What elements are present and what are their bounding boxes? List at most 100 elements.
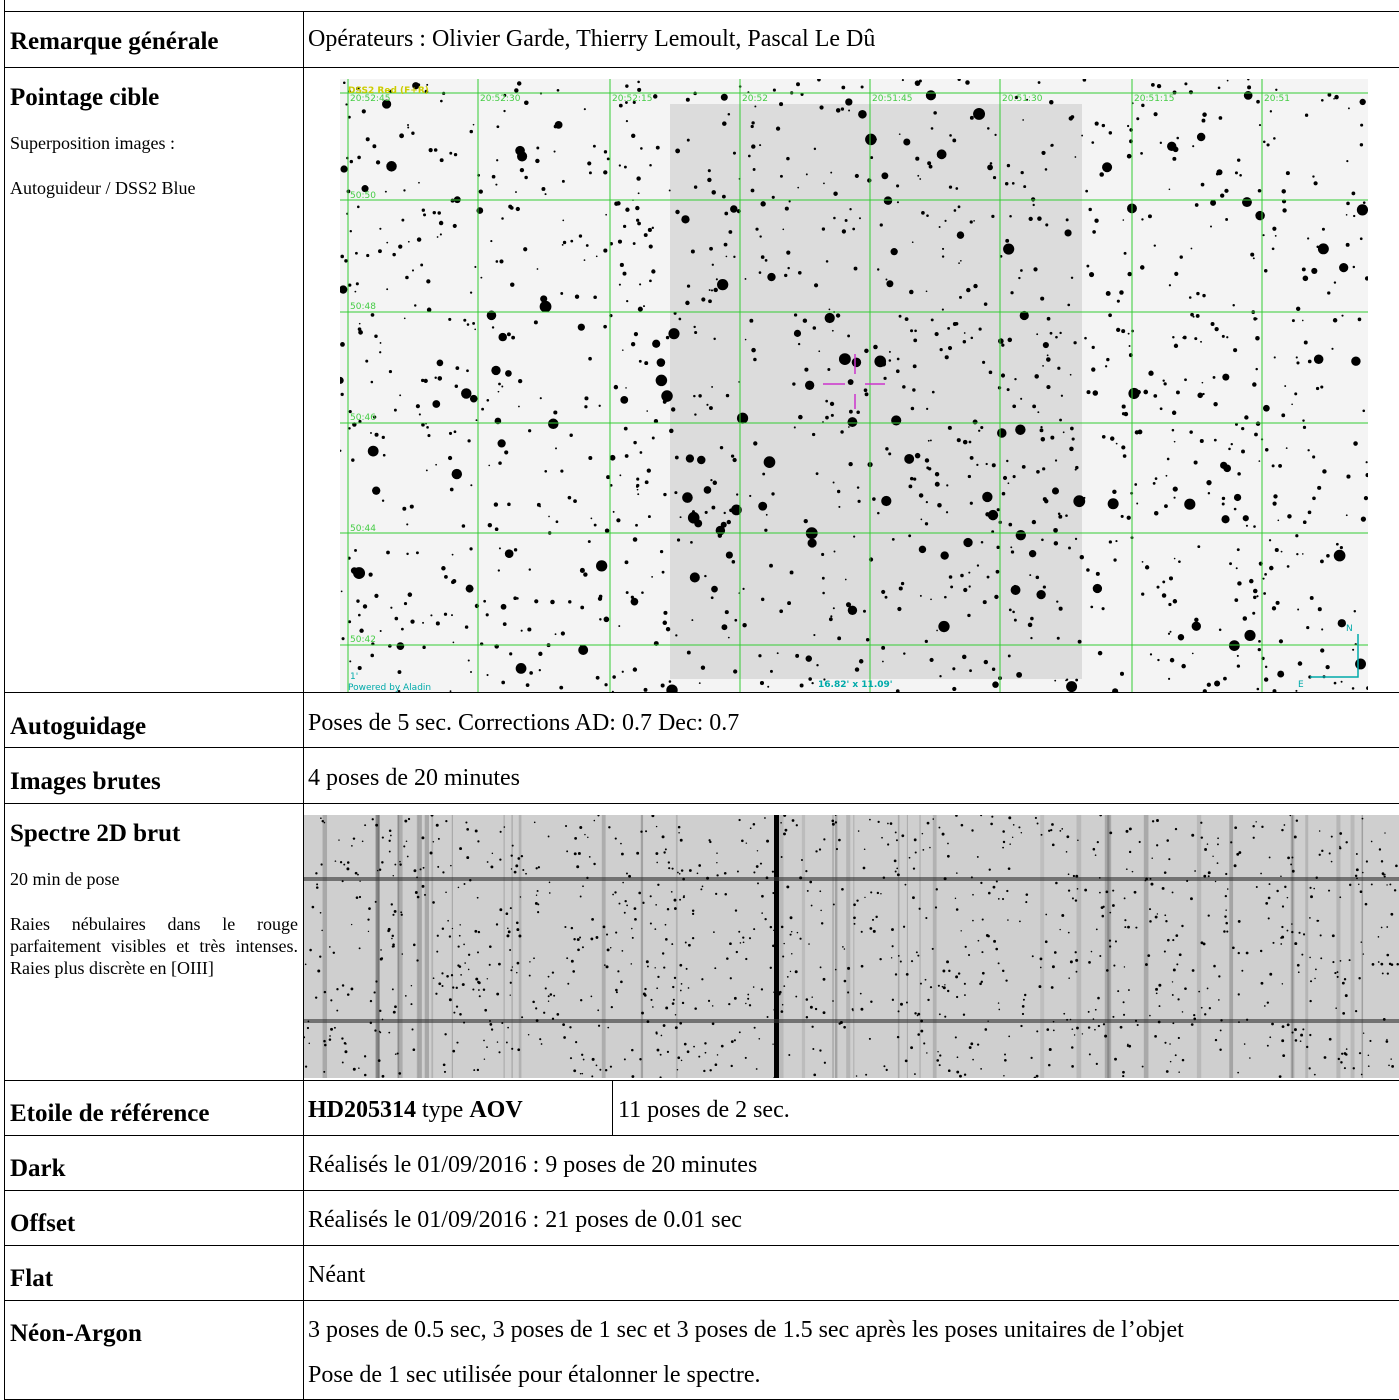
star-dot [465,584,474,593]
star-dot [912,388,916,392]
star-dot [1095,571,1100,576]
noise-dot [570,959,574,963]
noise-dot [835,847,839,851]
noise-dot [651,815,655,818]
noise-dot [483,1039,485,1042]
noise-dot [1190,897,1193,901]
note: 20 min de pose [10,869,120,889]
star-dot [960,259,962,262]
star-dot [675,634,678,637]
noise-dot [1131,870,1134,873]
star-dot [704,574,707,578]
star-dot [1173,557,1176,560]
noise-dot [865,1073,868,1076]
star-dot [1256,99,1260,104]
star-dot [1291,403,1293,406]
star-dot [751,121,755,125]
noise-dot [432,901,435,904]
noise-dot [856,899,859,902]
star-dot [504,549,514,559]
star-dot [788,200,791,203]
star-dot [487,522,493,528]
noise-dot [304,963,307,966]
noise-dot [1061,914,1065,917]
noise-dot [1200,821,1203,824]
star-dot [742,587,745,591]
star-dot [580,605,585,610]
star-dot [724,610,729,615]
star-dot [856,410,860,414]
noise-dot [378,868,382,871]
star-dot [786,156,790,161]
star-dot [630,597,639,606]
noise-dot [1208,1007,1211,1010]
noise-dot [1360,941,1363,943]
noise-dot [1073,1034,1076,1036]
noise-dot [1219,1048,1222,1052]
noise-dot [1336,975,1339,978]
star-dot [1223,676,1227,681]
star-dot [813,147,817,151]
row-text: Néant [308,1262,366,1288]
noise-dot [891,928,894,931]
star-dot [470,671,472,673]
star-dot [536,146,540,150]
star-dot [452,641,455,644]
star-dot [568,600,572,604]
noise-dot [563,1036,566,1039]
star-dot [1122,219,1125,221]
noise-dot [1114,1057,1117,1061]
star-dot [1184,378,1187,382]
star-dot [724,211,729,216]
star-dot [648,244,653,249]
star-dot [455,366,460,370]
noise-dot [474,829,478,833]
star-dot [410,619,415,624]
star-dot [1126,515,1131,520]
noise-dot [1039,957,1043,961]
star-dot [969,501,973,505]
star-dot [438,220,444,226]
spectral-line [774,815,779,1078]
star-dot [898,314,902,318]
noise-dot [1164,914,1167,917]
star-dot [679,516,682,519]
star-dot [847,417,858,428]
star-dot [490,240,493,243]
star-dot [813,633,816,637]
star-dot [469,291,473,294]
noise-dot [1339,845,1341,848]
star-dot [644,480,649,485]
star-dot [1059,418,1062,422]
star-dot [910,329,914,333]
star-dot [1031,519,1037,525]
noise-dot [532,1000,535,1004]
star-dot [491,326,495,329]
noise-dot [764,918,767,921]
star-dot [397,670,402,675]
star-dot [1153,244,1156,247]
noise-dot [377,1059,381,1063]
noise-dot [1369,1039,1372,1043]
star-dot [1327,291,1331,295]
star-dot [1214,326,1219,332]
noise-dot [463,943,465,946]
noise-dot [1320,957,1323,960]
star-dot [708,406,713,411]
star-dot [662,620,668,626]
star-dot [890,248,898,256]
ra-label: 20:51 [1264,94,1290,104]
noise-dot [772,891,775,895]
noise-dot [920,1019,924,1023]
noise-dot [1282,1054,1286,1058]
star-dot [1359,143,1364,147]
star-dot [412,82,420,90]
star-dot [1252,257,1255,260]
noise-dot [1339,846,1342,850]
noise-dot [691,909,695,913]
noise-dot [623,1058,626,1061]
star-dot [434,376,437,379]
star-dot [1236,158,1241,162]
row-label: Dark [10,1155,66,1182]
star-dot [917,174,920,177]
